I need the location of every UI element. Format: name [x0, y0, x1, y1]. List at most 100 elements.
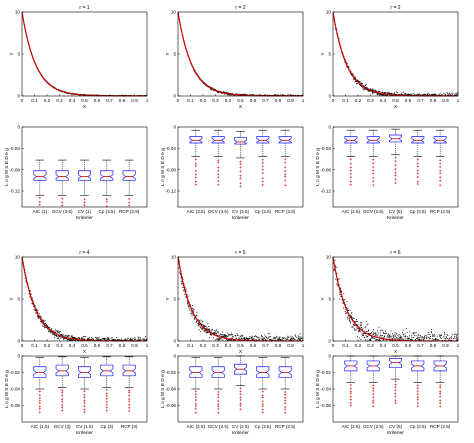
iqr-box	[234, 363, 247, 375]
data-point	[350, 312, 352, 314]
data-point	[435, 93, 436, 95]
data-point	[365, 84, 367, 85]
data-point	[398, 94, 399, 96]
data-point	[220, 337, 222, 339]
data-point	[415, 97, 416, 98]
iqr-box	[389, 358, 402, 368]
data-point	[186, 300, 188, 302]
data-point	[66, 335, 67, 337]
data-point	[449, 344, 450, 345]
data-point	[210, 88, 212, 90]
data-point	[352, 317, 354, 319]
box-5	[433, 355, 447, 408]
data-point	[448, 92, 450, 94]
x-tick-label: 0.6	[405, 98, 412, 103]
data-point	[365, 320, 367, 322]
data-point	[97, 337, 99, 339]
data-point	[388, 334, 390, 336]
data-point	[282, 344, 283, 345]
data-point	[422, 94, 424, 96]
iqr-box	[278, 136, 292, 144]
data-point	[190, 312, 192, 314]
data-point	[116, 337, 118, 338]
data-point	[34, 305, 36, 307]
data-point	[217, 334, 219, 336]
data-point	[266, 338, 268, 340]
data-point	[366, 89, 368, 91]
outlier	[439, 386, 442, 389]
data-point	[264, 337, 266, 339]
data-point	[455, 342, 456, 343]
data-point	[404, 96, 405, 97]
data-point	[217, 332, 219, 334]
outlier	[61, 403, 64, 407]
iqr-box	[411, 360, 425, 372]
data-point	[232, 94, 234, 96]
data-point	[354, 320, 356, 322]
data-point	[129, 339, 130, 341]
data-point	[391, 338, 393, 340]
data-point	[427, 343, 428, 344]
outlier	[284, 175, 287, 178]
data-point	[254, 96, 255, 97]
data-point	[224, 334, 225, 336]
x-tick-label: 0.4	[380, 343, 387, 348]
outlier	[394, 385, 397, 389]
data-point	[236, 337, 238, 339]
outlier	[372, 158, 375, 161]
data-point	[431, 94, 433, 96]
data-point	[197, 323, 199, 324]
outlier	[394, 399, 397, 402]
category-label: AIC (3.5)	[187, 209, 206, 214]
y-tick-label: -0.02	[10, 370, 21, 375]
data-point	[427, 92, 429, 94]
box-5	[278, 357, 292, 414]
data-point	[103, 342, 104, 343]
data-point	[140, 342, 141, 343]
data-point	[182, 276, 183, 278]
data-point	[253, 94, 255, 96]
data-point	[275, 338, 276, 340]
data-point	[403, 96, 404, 97]
data-point	[257, 337, 259, 339]
data-point	[402, 94, 404, 96]
data-point	[347, 310, 349, 312]
data-point	[391, 335, 393, 337]
data-point	[287, 93, 289, 95]
data-point	[91, 337, 93, 338]
data-point	[455, 345, 456, 346]
outlier	[394, 160, 397, 163]
data-point	[102, 338, 103, 340]
data-point	[371, 337, 373, 339]
data-point	[126, 342, 127, 343]
data-point	[53, 333, 55, 335]
data-point	[447, 335, 449, 337]
data-point	[192, 305, 193, 307]
data-point	[250, 96, 251, 97]
outlier	[239, 404, 242, 407]
data-point	[386, 336, 388, 338]
data-point	[116, 342, 117, 343]
data-point	[260, 344, 261, 345]
data-point	[377, 93, 379, 95]
x-axis-label: X	[83, 104, 87, 110]
outlier	[394, 380, 397, 383]
data-point	[394, 92, 396, 94]
data-point	[423, 338, 425, 340]
data-point	[409, 94, 411, 95]
data-point	[178, 267, 180, 269]
data-point	[116, 339, 118, 341]
data-point	[273, 338, 275, 340]
outlier	[194, 402, 197, 406]
outlier	[416, 175, 419, 179]
iqr-box	[344, 136, 358, 144]
data-point	[261, 335, 262, 336]
data-point	[294, 338, 296, 340]
data-point	[100, 342, 101, 343]
outlier	[284, 179, 287, 182]
data-point	[228, 94, 230, 96]
data-point	[353, 317, 355, 319]
data-point	[421, 351, 422, 352]
data-point	[349, 309, 351, 311]
